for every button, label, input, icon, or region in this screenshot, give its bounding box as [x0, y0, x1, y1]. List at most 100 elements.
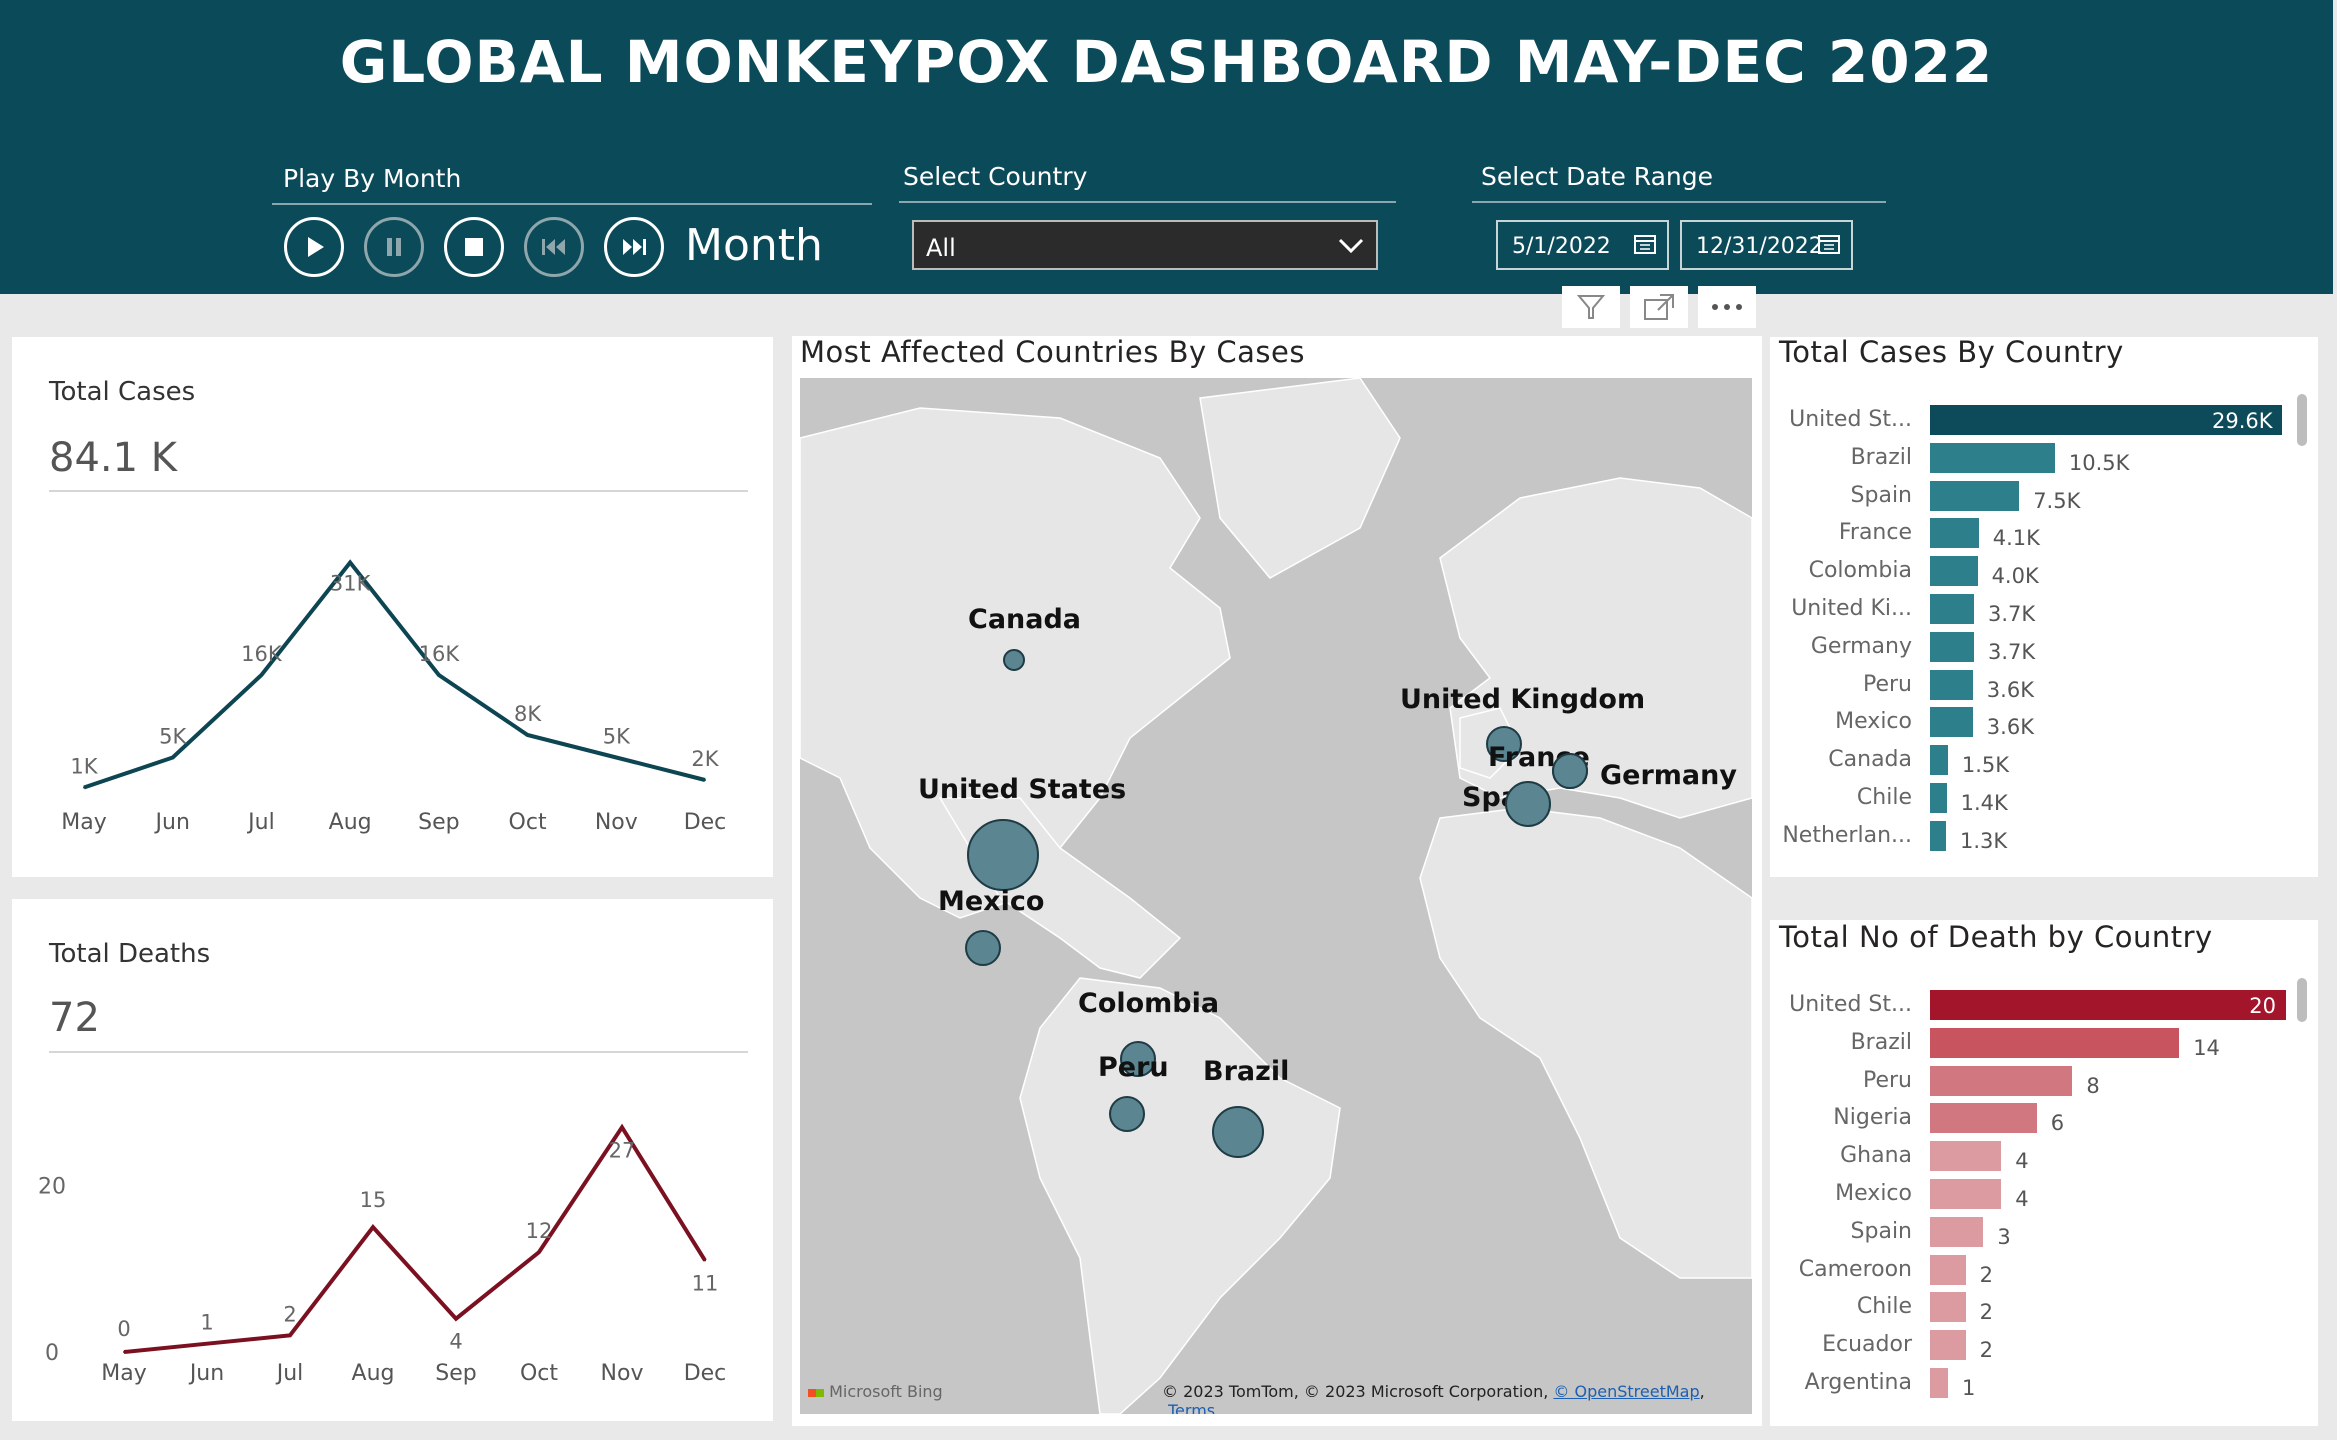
- data-point[interactable]: [704, 1259, 706, 1262]
- bar[interactable]: [1930, 631, 1974, 662]
- data-label: 12: [526, 1219, 553, 1243]
- bar[interactable]: [1930, 1254, 1966, 1285]
- play-button[interactable]: [284, 217, 344, 277]
- skip-forward-icon: [623, 239, 646, 255]
- country-dropdown[interactable]: All: [912, 220, 1378, 270]
- kpi-divider: [49, 490, 748, 492]
- deaths-bar-chart[interactable]: United St... 20 Brazil 14 Peru 8 Nigeria 6 Ghana…: [1770, 990, 2318, 1420]
- x-tick-label: Jul: [246, 810, 275, 835]
- openstreetmap-link[interactable]: © OpenStreetMap: [1553, 1382, 1700, 1401]
- bar-value-label: 1.3K: [1960, 828, 2008, 853]
- bar[interactable]: [1930, 442, 2055, 473]
- pause-button[interactable]: [364, 217, 424, 277]
- bar[interactable]: [1930, 556, 1978, 587]
- data-point[interactable]: [123, 1351, 125, 1353]
- bar[interactable]: [1930, 1330, 1966, 1361]
- data-label: 4: [449, 1330, 462, 1354]
- bar-category-label: Ecuador: [1822, 1332, 1912, 1358]
- data-point[interactable]: [372, 1226, 374, 1229]
- next-button[interactable]: [604, 217, 664, 277]
- map-bubble[interactable]: [967, 819, 1039, 891]
- bar[interactable]: [1930, 669, 1973, 700]
- data-point[interactable]: [206, 1342, 208, 1345]
- calendar-icon[interactable]: [1633, 232, 1657, 256]
- data-point[interactable]: [615, 756, 618, 759]
- bar[interactable]: [1930, 1103, 2037, 1134]
- map-label: Germany: [1600, 760, 1737, 791]
- x-tick-label: Nov: [595, 810, 638, 835]
- play-icon: [308, 237, 324, 257]
- y-tick-label: 20: [38, 1175, 66, 1200]
- end-date-input[interactable]: 12/31/2022: [1680, 220, 1853, 270]
- bar-value-label: 4.0K: [1991, 564, 2039, 589]
- map-bubble[interactable]: [965, 930, 1001, 966]
- data-point[interactable]: [704, 779, 706, 781]
- bar[interactable]: [1930, 1141, 2002, 1172]
- bar[interactable]: [1930, 1368, 1948, 1398]
- deaths-chart-scrollbar[interactable]: [2297, 978, 2307, 1022]
- series-line: [83, 559, 706, 790]
- map-bubble[interactable]: [1109, 1096, 1145, 1132]
- calendar-icon[interactable]: [1817, 232, 1841, 256]
- bar-value-label: 14: [2193, 1035, 2220, 1060]
- bar[interactable]: [1930, 480, 2020, 511]
- bar-category-label: Germany: [1810, 633, 1912, 659]
- more-options-button[interactable]: [1698, 286, 1756, 328]
- previous-button[interactable]: [524, 217, 584, 277]
- filter-button[interactable]: [1562, 286, 1620, 328]
- map-bubble[interactable]: [1552, 753, 1588, 789]
- bar[interactable]: [1930, 1292, 1966, 1323]
- bar-value-label: 2: [1979, 1262, 1993, 1287]
- data-point[interactable]: [538, 1251, 540, 1254]
- bar[interactable]: [1930, 783, 1947, 813]
- bar[interactable]: [1930, 820, 1946, 851]
- cases-bar-chart[interactable]: United St... 29.6K Brazil 10.5K Spain 7.5K Fra…: [1770, 405, 2318, 865]
- bar[interactable]: [1930, 1027, 2180, 1058]
- bar-category-label: Brazil: [1850, 1029, 1912, 1055]
- bar-value-label: 2: [1979, 1300, 1993, 1325]
- bar[interactable]: [1930, 518, 1979, 549]
- bar[interactable]: [1930, 990, 2286, 1020]
- data-label: 5K: [603, 725, 631, 749]
- country-slicer-underline: [899, 201, 1396, 203]
- map-bubble[interactable]: [1212, 1106, 1264, 1158]
- data-point[interactable]: [171, 756, 174, 759]
- deaths-line-chart[interactable]: 0 20 0 May 1 Jun 2 Jul 15 Aug 4 Sep 12 Oct 27 Nov 11 Dec: [12, 899, 773, 1421]
- bar-category-label: Canada: [1828, 747, 1912, 773]
- bar[interactable]: [1930, 594, 1974, 624]
- data-point[interactable]: [621, 1126, 623, 1129]
- date-slicer-underline: [1472, 201, 1886, 203]
- data-point[interactable]: [349, 561, 352, 564]
- bar[interactable]: [1930, 1216, 1984, 1247]
- cases-chart-scrollbar[interactable]: [2297, 394, 2307, 446]
- data-point[interactable]: [526, 734, 529, 736]
- bar[interactable]: [1930, 405, 2282, 435]
- data-point[interactable]: [83, 786, 85, 789]
- cases-line-chart[interactable]: 1K May 5K Jun 16K Jul 31K Aug 16K Sep 8K Oct 5K Nov 2K…: [12, 337, 773, 877]
- data-label: 27: [609, 1138, 636, 1162]
- bar-value-label: 3.7K: [1988, 602, 2036, 626]
- x-tick-label: Dec: [684, 810, 727, 835]
- map-bubble[interactable]: [1486, 726, 1522, 762]
- map-bubble[interactable]: [1120, 1041, 1156, 1077]
- data-point[interactable]: [260, 674, 263, 676]
- data-point[interactable]: [455, 1317, 457, 1320]
- bar[interactable]: [1930, 745, 1948, 776]
- map-bubble[interactable]: [1003, 649, 1025, 671]
- bar[interactable]: [1930, 707, 1973, 738]
- terms-link[interactable]: Terms: [1168, 1401, 1216, 1414]
- map-bubble[interactable]: [1505, 781, 1551, 827]
- start-date-input[interactable]: 5/1/2022: [1496, 220, 1669, 270]
- data-point[interactable]: [289, 1334, 291, 1337]
- data-point[interactable]: [437, 674, 440, 676]
- bar[interactable]: [1930, 1179, 2002, 1209]
- bar-category-label: Cameroon: [1798, 1256, 1912, 1282]
- bar-category-label: Colombia: [1808, 558, 1912, 584]
- bar-value-label: 1.4K: [1960, 791, 2008, 815]
- bar-value-label: 8: [2086, 1073, 2100, 1098]
- map-title: Most Affected Countries By Cases: [800, 335, 1305, 369]
- stop-button[interactable]: [444, 217, 504, 277]
- bar[interactable]: [1930, 1065, 2073, 1096]
- focus-mode-button[interactable]: [1630, 286, 1688, 328]
